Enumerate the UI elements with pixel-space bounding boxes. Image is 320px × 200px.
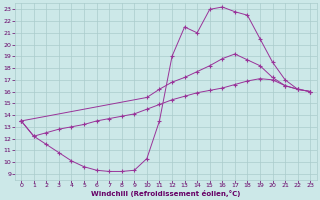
X-axis label: Windchill (Refroidissement éolien,°C): Windchill (Refroidissement éolien,°C) [91, 190, 240, 197]
